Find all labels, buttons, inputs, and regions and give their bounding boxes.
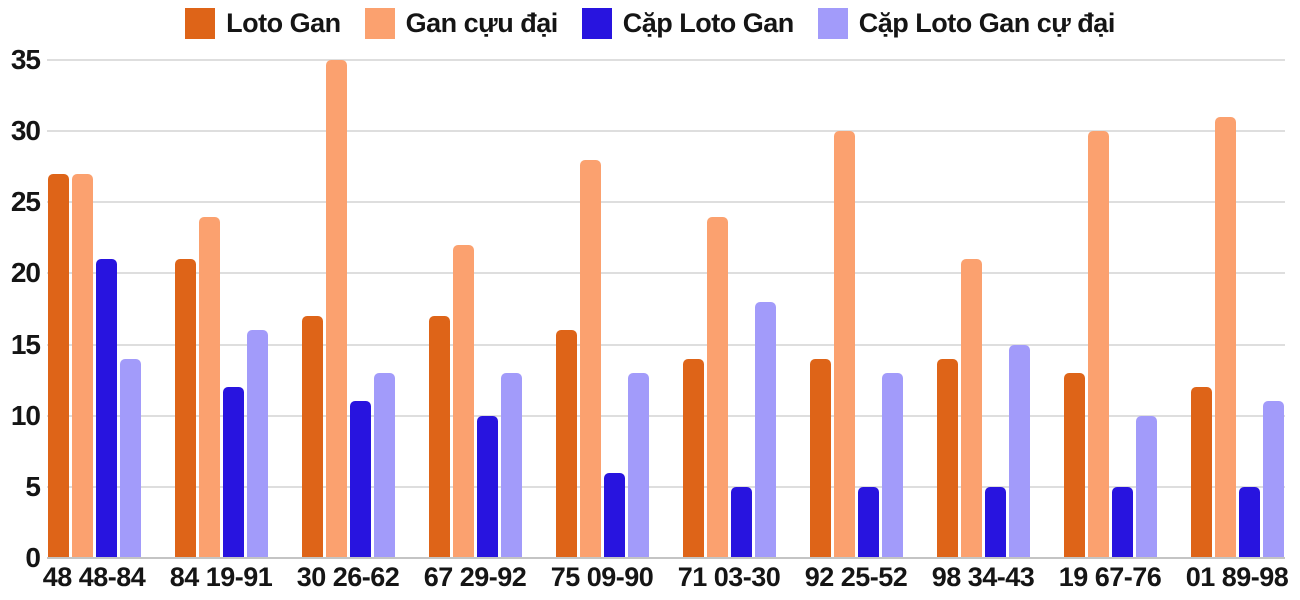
gridline: [47, 414, 1285, 417]
bar: [47, 173, 69, 558]
y-axis-label: 25: [10, 186, 41, 218]
bar: [222, 387, 244, 558]
bar: [809, 358, 831, 558]
bar: [71, 173, 93, 558]
bar: [833, 131, 855, 558]
bar: [1238, 486, 1260, 558]
legend-swatch: [364, 8, 395, 39]
bar: [1214, 116, 1236, 558]
bar: [1008, 344, 1030, 558]
bar: [857, 486, 879, 558]
legend-label: Cặp Loto Gan: [622, 8, 795, 38]
gridline: [47, 201, 1285, 204]
gridline: [47, 343, 1285, 346]
bar: [95, 259, 117, 558]
bar: [349, 401, 371, 558]
bar: [428, 316, 450, 558]
x-axis-label: 92 25-52: [804, 562, 908, 592]
bar: [706, 216, 728, 558]
bar: [603, 472, 625, 558]
legend-swatch: [817, 8, 848, 39]
bar: [500, 373, 522, 558]
bar: [198, 216, 220, 558]
bar: [119, 358, 141, 558]
gridline: [47, 485, 1285, 488]
legend-swatch: [185, 8, 216, 39]
bar: [1087, 131, 1109, 558]
bar: [984, 486, 1006, 558]
bar: [936, 358, 958, 558]
legend-label: Gan cựu đại: [405, 8, 559, 38]
y-axis-label: 20: [10, 257, 41, 289]
legend-item[interactable]: Cặp Loto Gan cự đại: [817, 8, 1116, 39]
legend-label: Loto Gan: [226, 8, 341, 38]
bar: [627, 373, 649, 558]
gridline: [47, 59, 1285, 61]
bar: [730, 486, 752, 558]
bar: [1135, 415, 1157, 558]
x-axis-label: 98 34-43: [931, 562, 1035, 592]
legend-item[interactable]: Cặp Loto Gan: [581, 8, 795, 39]
x-axis-label: 48 48-84: [42, 562, 146, 592]
gridline: [47, 130, 1285, 133]
legend-item[interactable]: Loto Gan: [185, 8, 341, 39]
chart-legend: Loto Gan Gan cựu đại Cặp Loto Gan Cặp Loto …: [0, 8, 1300, 39]
bar: [246, 330, 268, 558]
bar: [1111, 486, 1133, 558]
legend-item[interactable]: Gan cựu đại: [364, 8, 559, 39]
x-axis-label: 30 26-62: [296, 562, 400, 592]
bar: [682, 358, 704, 558]
y-axis-label: 10: [10, 399, 41, 431]
bar: [1262, 401, 1284, 558]
bar: [881, 373, 903, 558]
bar: [1190, 387, 1212, 558]
x-axis-label: 67 29-92: [423, 562, 527, 592]
bar: [174, 259, 196, 558]
bar: [373, 373, 395, 558]
y-axis-label: 0: [25, 542, 41, 573]
x-axis-label: 19 67-76: [1058, 562, 1162, 592]
bar: [579, 159, 601, 558]
bar: [555, 330, 577, 558]
legend-label: Cặp Loto Gan cự đại: [858, 8, 1116, 38]
x-axis-line: [47, 557, 1285, 559]
x-axis-label: 75 09-90: [550, 562, 654, 592]
y-axis-label: 5: [25, 470, 41, 502]
x-axis-label: 01 89-98: [1185, 562, 1289, 592]
x-axis-label: 84 19-91: [169, 562, 273, 592]
bar: [1063, 373, 1085, 558]
bar: [960, 259, 982, 558]
bar: [476, 415, 498, 558]
bar: [325, 60, 347, 558]
legend-swatch: [581, 8, 612, 39]
y-axis-label: 35: [10, 44, 41, 75]
bar: [301, 316, 323, 558]
bar: [754, 301, 776, 558]
y-axis-label: 15: [10, 328, 41, 360]
x-axis-label: 71 03-30: [677, 562, 781, 592]
y-axis-label: 30: [10, 115, 41, 147]
bar: [452, 244, 474, 558]
gridline: [47, 272, 1285, 275]
